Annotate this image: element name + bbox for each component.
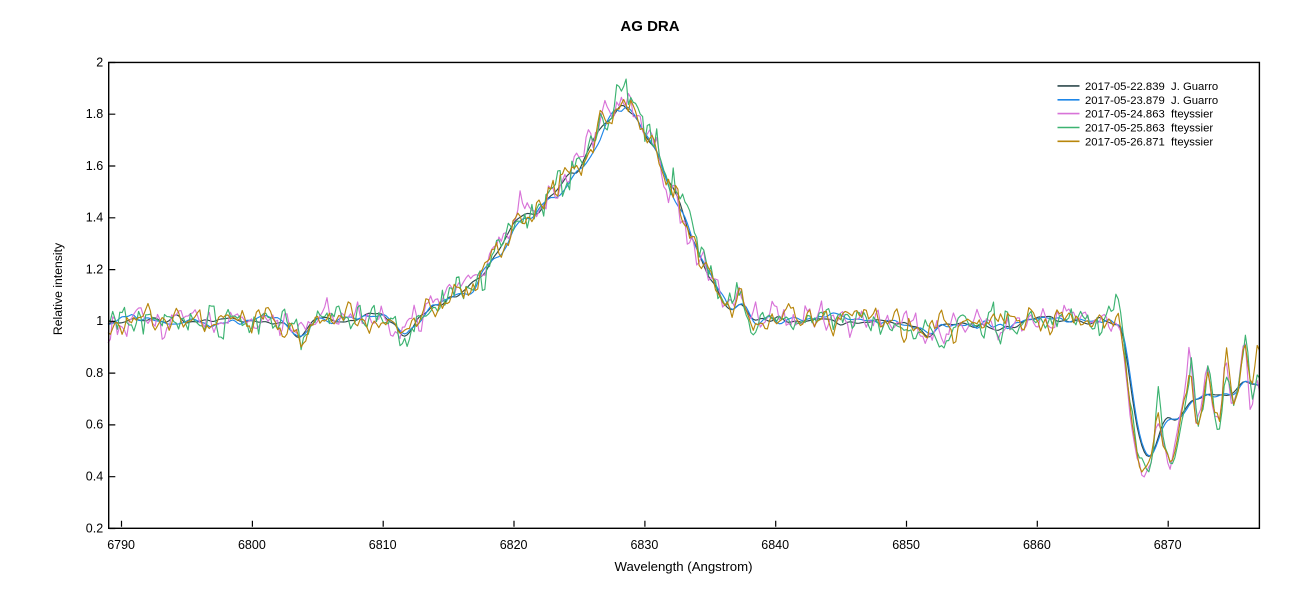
svg-text:1: 1	[96, 314, 103, 328]
svg-text:2017-05-23.879 J. Guarro: 2017-05-23.879 J. Guarro	[1085, 95, 1218, 107]
svg-text:6840: 6840	[761, 538, 789, 552]
svg-text:6870: 6870	[1154, 538, 1182, 552]
svg-text:2017-05-25.863 fteyssier: 2017-05-25.863 fteyssier	[1085, 123, 1213, 135]
svg-text:6830: 6830	[630, 538, 658, 552]
svg-text:Relative intensity: Relative intensity	[51, 242, 65, 335]
svg-text:1.6: 1.6	[86, 159, 103, 173]
svg-text:6790: 6790	[107, 538, 135, 552]
svg-text:Wavelength (Angstrom): Wavelength (Angstrom)	[614, 559, 752, 574]
svg-text:6860: 6860	[1023, 538, 1051, 552]
svg-text:1.4: 1.4	[86, 211, 103, 225]
svg-text:6850: 6850	[892, 538, 920, 552]
svg-text:6800: 6800	[238, 538, 266, 552]
svg-text:0.6: 0.6	[86, 418, 103, 432]
svg-text:2017-05-22.839 J. Guarro: 2017-05-22.839 J. Guarro	[1085, 81, 1218, 93]
svg-text:2017-05-26.871 fteyssier: 2017-05-26.871 fteyssier	[1085, 136, 1213, 148]
svg-text:AG DRA: AG DRA	[620, 18, 679, 35]
svg-text:0.8: 0.8	[86, 366, 103, 380]
svg-text:0.4: 0.4	[86, 470, 103, 484]
svg-text:6810: 6810	[369, 538, 397, 552]
svg-text:1.8: 1.8	[86, 107, 103, 121]
svg-text:0.2: 0.2	[86, 521, 103, 535]
svg-text:2: 2	[96, 55, 103, 69]
svg-text:6820: 6820	[500, 538, 528, 552]
svg-text:1.2: 1.2	[86, 262, 103, 276]
svg-text:2017-05-24.863 fteyssier: 2017-05-24.863 fteyssier	[1085, 109, 1213, 121]
